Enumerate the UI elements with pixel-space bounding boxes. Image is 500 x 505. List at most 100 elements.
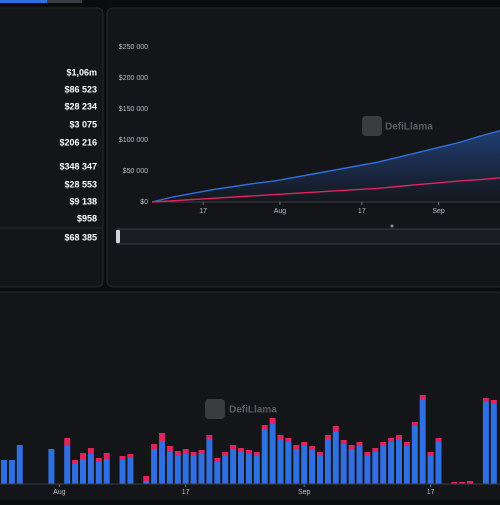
bar: [411, 422, 418, 426]
stat-value: $206 216: [59, 137, 97, 147]
bar: [198, 454, 205, 484]
bar: [427, 456, 434, 484]
watermark-logo: [362, 116, 382, 136]
watermark-logo: [205, 399, 225, 419]
y-tick-label: $50 000: [123, 168, 148, 175]
bar: [459, 482, 466, 484]
bar: [230, 449, 237, 484]
active-tab[interactable]: [0, 0, 47, 3]
bar: [206, 435, 213, 439]
bar: [482, 402, 489, 484]
bar: [356, 446, 363, 484]
bar: [16, 445, 23, 484]
bar: [72, 460, 79, 464]
bar: [174, 451, 181, 456]
line: [151, 177, 500, 203]
bar: [324, 439, 331, 484]
bar: [143, 481, 150, 484]
bar: [87, 454, 94, 484]
bar: [214, 458, 221, 462]
bar: [364, 452, 371, 456]
bar: [403, 446, 410, 484]
bar: [119, 460, 126, 484]
line: [151, 130, 500, 203]
slider-grip[interactable]: [390, 224, 394, 228]
bar: [396, 435, 402, 439]
stat-value: $28 553: [64, 179, 97, 189]
bar: [340, 440, 347, 444]
x-tick-label: 17: [199, 208, 207, 215]
stat-value: $3 075: [69, 119, 97, 129]
bar: [285, 442, 292, 484]
slider-handle[interactable]: [116, 230, 120, 243]
bar: [95, 462, 102, 484]
range-slider[interactable]: [116, 228, 500, 245]
bar: [245, 454, 252, 484]
bar: [143, 476, 150, 481]
bar: [222, 452, 229, 456]
stat-value: $86 523: [64, 84, 97, 94]
bar: [301, 442, 308, 446]
bar: [269, 418, 276, 424]
bar: [277, 439, 284, 484]
y-tick-label: $150 000: [119, 106, 148, 113]
x-tick-label: 17: [182, 489, 190, 496]
stat-value: $28 234: [64, 101, 97, 111]
bar: [103, 459, 110, 484]
bar: [435, 438, 442, 442]
bar: [198, 450, 205, 454]
stat-value: $958: [77, 213, 97, 223]
bar: [64, 446, 71, 484]
bar: [364, 456, 371, 484]
bar: [261, 425, 268, 429]
bar: [245, 450, 252, 454]
bar: [166, 452, 173, 484]
bar: [80, 459, 86, 484]
bar: [435, 442, 442, 484]
x-tick-label: Aug: [53, 489, 66, 496]
bar: [206, 439, 213, 484]
stat-value: $9 138: [69, 196, 97, 206]
bar: [332, 426, 339, 432]
bar: [403, 442, 410, 446]
bar: [490, 404, 497, 484]
bar: [182, 449, 189, 454]
bar: [388, 438, 395, 442]
x-tick-label: Sep: [298, 489, 311, 496]
chart-panel: [106, 7, 500, 288]
bar: [72, 464, 79, 484]
bar: [222, 456, 229, 484]
bar: [64, 438, 71, 446]
bar: [95, 458, 102, 462]
bar: [182, 454, 189, 484]
bar: [159, 433, 165, 441]
watermark: DefiLlama: [229, 405, 277, 416]
bar: [103, 453, 110, 459]
bar: [80, 453, 86, 459]
bar: [482, 398, 489, 402]
bar: [332, 432, 339, 484]
bar: [427, 452, 434, 456]
tab[interactable]: [47, 0, 82, 3]
stat-value: $348 347: [59, 161, 97, 171]
bar: [490, 400, 497, 404]
x-tick-label: Aug: [274, 208, 287, 215]
watermark: DefiLlama: [385, 122, 433, 133]
bar: [293, 449, 300, 484]
bar: [277, 435, 284, 439]
bar: [372, 452, 379, 484]
bar: [348, 445, 355, 449]
bar: [151, 444, 158, 449]
bar: [324, 435, 331, 439]
bar: [214, 462, 221, 484]
x-tick-label: 17: [427, 489, 435, 496]
bar: [253, 452, 260, 456]
bar: [87, 448, 94, 454]
bar: [309, 450, 316, 484]
bar: [411, 426, 418, 484]
bar: [317, 452, 323, 456]
bar: [166, 446, 173, 452]
bar: [1, 460, 7, 484]
